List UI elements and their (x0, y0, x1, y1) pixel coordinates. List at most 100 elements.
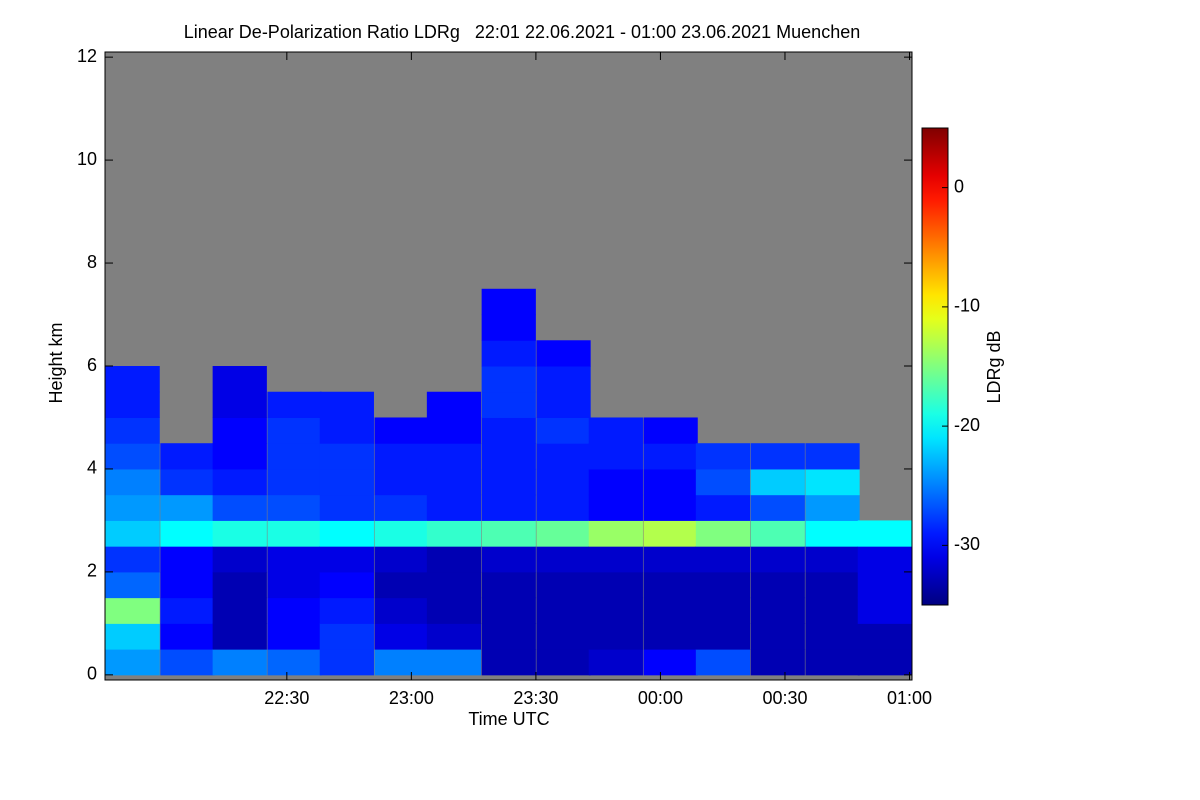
heatmap-cell (426, 649, 482, 676)
heatmap-cell (588, 597, 643, 624)
x-tick-label: 01:00 (887, 688, 932, 708)
heatmap-cell (374, 443, 429, 470)
heatmap-cell (105, 571, 160, 599)
heatmap-cell (374, 623, 429, 650)
heatmap-cell (750, 546, 805, 573)
x-tick-label: 23:30 (513, 688, 558, 708)
heatmap-cell (481, 571, 536, 599)
heatmap-cell (536, 623, 591, 650)
heatmap-cell (426, 623, 482, 650)
heatmap-cell (481, 340, 536, 367)
heatmap-cell (805, 520, 860, 547)
heatmap-cell (481, 417, 536, 444)
heatmap-cell (750, 494, 805, 521)
colorbar-tick-label: 0 (954, 176, 964, 196)
colorbar-label: LDRg dB (984, 330, 1004, 403)
heatmap-cell (267, 391, 322, 418)
heatmap-cell (805, 597, 860, 624)
heatmap-cell (319, 494, 374, 521)
heatmap-cell (588, 649, 643, 676)
heatmap-cell (857, 520, 912, 547)
heatmap-cell (319, 468, 374, 496)
heatmap-cell (267, 546, 322, 573)
heatmap-cell (212, 623, 267, 650)
heatmap-cell (105, 597, 160, 624)
heatmap-cell (105, 417, 160, 444)
heatmap-cell (374, 520, 429, 547)
heatmap-cell (588, 623, 643, 650)
heatmap-cell (643, 443, 698, 470)
heatmap-cell (695, 571, 751, 599)
x-axis-label: Time UTC (468, 709, 549, 729)
heatmap-cell (805, 571, 860, 599)
y-tick-label: 0 (87, 664, 97, 684)
heatmap-cell (536, 571, 591, 599)
heatmap-cell (105, 391, 160, 418)
heatmap-cell (105, 494, 160, 521)
heatmap-cell (695, 443, 751, 470)
heatmap-cell (536, 366, 591, 393)
x-tick-label: 00:00 (638, 688, 683, 708)
heatmap-cell (374, 571, 429, 599)
heatmap-cell (588, 520, 643, 547)
heatmap-cell (481, 520, 536, 547)
heatmap-cell (481, 366, 536, 393)
colorbar-tick-label: -20 (954, 415, 980, 435)
heatmap-cell (319, 649, 374, 676)
heatmap-cell (481, 288, 536, 316)
heatmap-cell (695, 623, 751, 650)
heatmap-cell (374, 417, 429, 444)
heatmap-cell (536, 494, 591, 521)
heatmap-cell (750, 520, 805, 547)
heatmap-cell (426, 391, 482, 418)
heatmap-cell (160, 494, 215, 521)
heatmap-cell (536, 443, 591, 470)
heatmap-cell (426, 520, 482, 547)
heatmap-cell (643, 597, 698, 624)
heatmap-cell (695, 649, 751, 676)
heatmap-cell (536, 520, 591, 547)
heatmap-cell (481, 649, 536, 676)
heatmap-cell (588, 571, 643, 599)
heatmap-cell (695, 597, 751, 624)
heatmap-cell (267, 443, 322, 470)
heatmap-cell (374, 468, 429, 496)
chart-title: Linear De-Polarization Ratio LDRg 22:01 … (184, 22, 860, 42)
heatmap-cell (643, 520, 698, 547)
heatmap-cell (536, 391, 591, 418)
heatmap-cell (160, 623, 215, 650)
heatmap-cell (212, 571, 267, 599)
heatmap-cell (750, 468, 805, 496)
heatmap-cell (267, 468, 322, 496)
x-tick-label: 22:30 (264, 688, 309, 708)
x-tick-label: 23:00 (389, 688, 434, 708)
heatmap-cell (643, 571, 698, 599)
heatmap-cell (643, 623, 698, 650)
heatmap-cell (267, 649, 322, 676)
heatmap-cell (212, 443, 267, 470)
heatmap-cell (319, 546, 374, 573)
heatmap-cell (160, 468, 215, 496)
heatmap-cell (374, 597, 429, 624)
heatmap-cell (750, 571, 805, 599)
colorbar-tick-label: -30 (954, 534, 980, 554)
heatmap-cell (267, 417, 322, 444)
heatmap-cell (857, 571, 912, 599)
heatmap-cell (212, 520, 267, 547)
heatmap-cell (588, 443, 643, 470)
heatmap-cell (536, 417, 591, 444)
heatmap-cell (481, 391, 536, 418)
heatmap-cell (160, 571, 215, 599)
heatmap-cell (588, 417, 643, 444)
heatmap-cell (160, 649, 215, 676)
heatmap (105, 288, 912, 676)
heatmap-cell (805, 468, 860, 496)
heatmap-cell (805, 623, 860, 650)
y-tick-label: 2 (87, 561, 97, 581)
heatmap-cell (426, 571, 482, 599)
heatmap-cell (319, 520, 374, 547)
heatmap-cell (105, 623, 160, 650)
heatmap-cell (212, 366, 267, 393)
heatmap-cell (426, 443, 482, 470)
